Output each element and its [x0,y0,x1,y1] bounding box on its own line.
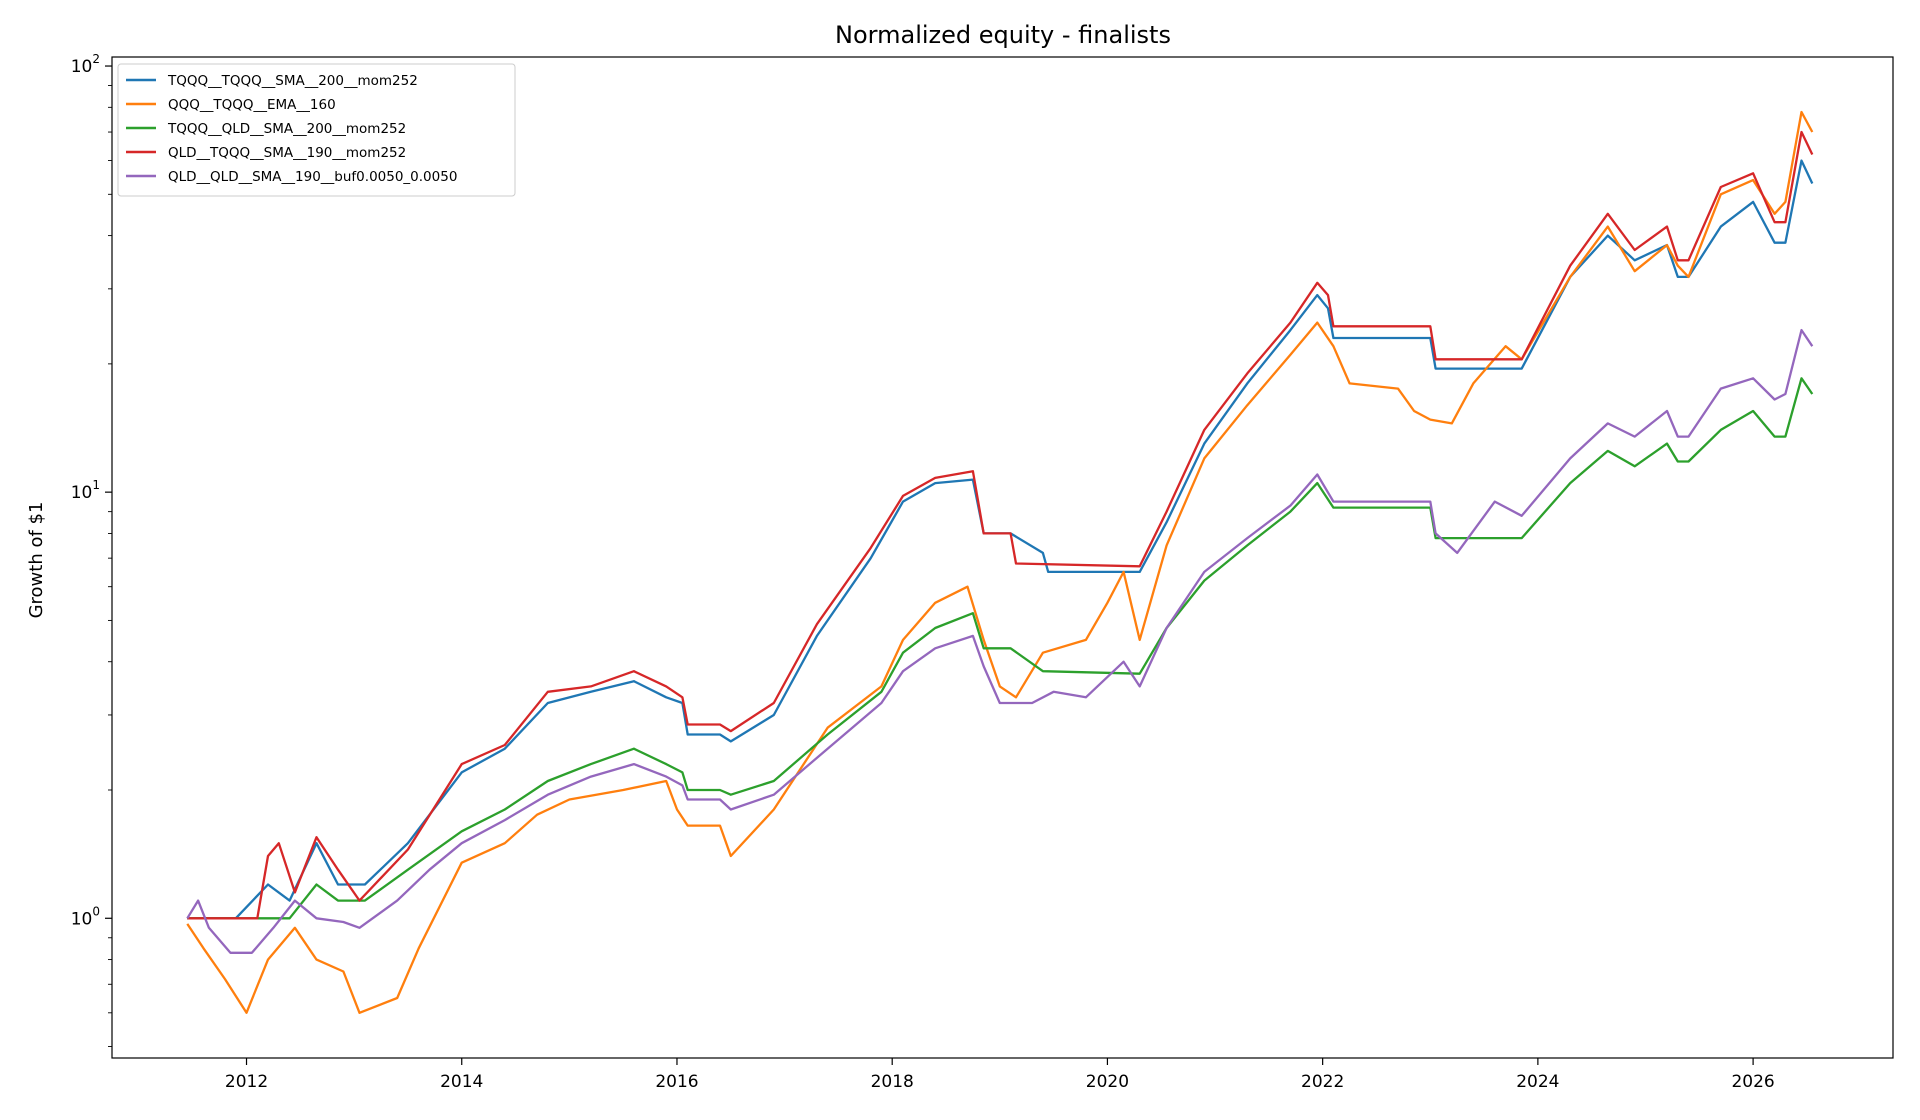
series-line-3 [187,377,1814,920]
x-tick-label: 2026 [1731,1072,1774,1092]
x-tick-label: 2020 [1086,1072,1129,1092]
x-tick-label: 2014 [440,1072,483,1092]
legend-label-4: QLD__TQQQ__SMA__190__mom252 [168,145,406,161]
y-tick-exponent: 1 [92,478,100,492]
x-tick-label: 2022 [1301,1072,1344,1092]
legend: TQQQ__TQQQ__SMA__200__mom252 QQQ__TQQQ__E… [117,63,516,197]
y-tick-base: 10 [71,909,93,929]
y-tick-label: 101 [71,478,100,503]
series-line-4 [187,130,1814,920]
legend-label-1: TQQQ__TQQQ__SMA__200__mom252 [167,73,418,89]
legend-label-5: QLD__QLD__SMA__190__buf0.0050_0.0050 [168,169,457,185]
plot-area [186,110,1814,1014]
x-tick-label: 2016 [655,1072,698,1092]
y-tick-exponent: 2 [92,52,100,66]
y-axis-label: Growth of $1 [26,502,47,619]
series-line-5 [186,328,1814,954]
x-tick-label: 2018 [871,1072,914,1092]
y-tick-base: 10 [71,57,93,77]
y-tick-base: 10 [71,483,93,503]
legend-box [117,63,516,197]
x-tick-label: 2012 [225,1072,268,1092]
y-tick-exponent: 0 [92,904,100,918]
x-tick-label: 2024 [1516,1072,1559,1092]
series-line-2 [186,110,1814,1014]
legend-label-2: QQQ__TQQQ__EMA__160 [168,97,336,113]
chart-title: Normalized equity - finalists [835,21,1171,49]
plot-frame [111,56,1894,1059]
y-tick-label: 100 [71,904,100,929]
legend-label-3: TQQQ__QLD__SMA__200__mom252 [167,121,406,137]
axes: 2012 2014 2016 2018 2020 2022 2024 202610010110… [71,52,1775,1092]
y-tick-label: 102 [71,52,100,77]
